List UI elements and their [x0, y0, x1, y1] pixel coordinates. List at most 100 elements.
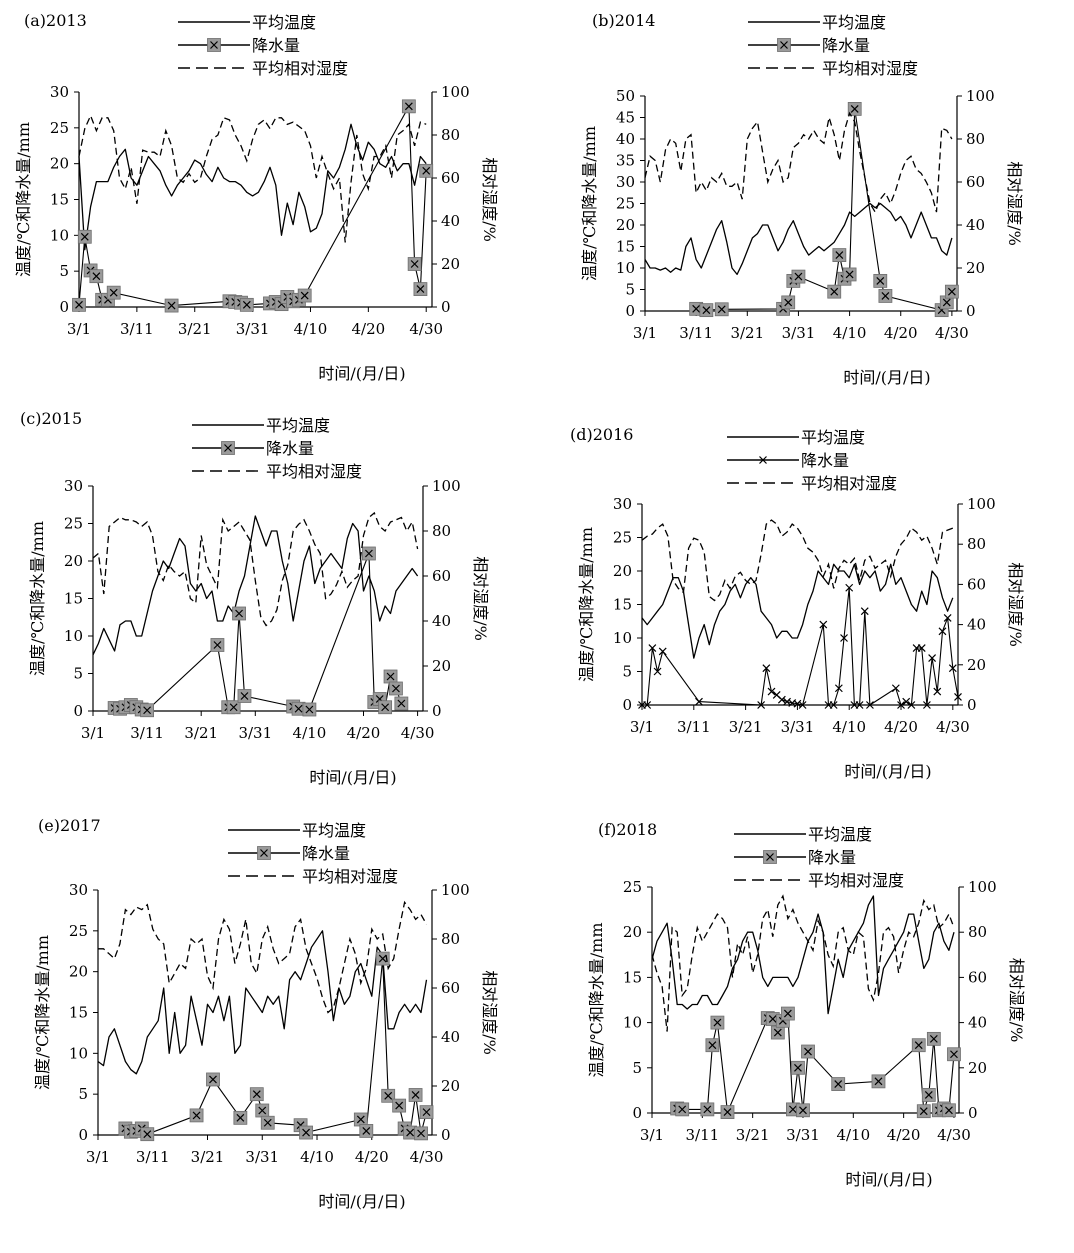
chart-title: (d)2016 — [570, 425, 633, 444]
y-right-tick-label: 40 — [441, 212, 460, 230]
precip-marker-x — [942, 298, 951, 307]
y-left-tick-label: 20 — [69, 963, 88, 981]
precip-marker-x — [406, 1128, 415, 1137]
legend-label-rh: 平均相对湿度 — [808, 871, 904, 890]
series-line-rh — [644, 111, 953, 214]
y-left-tick-label: 10 — [69, 1044, 88, 1062]
precip-marker-x — [919, 1107, 928, 1116]
precip-marker-x — [364, 549, 373, 558]
y-axis-right-label: 相对湿度/% — [1005, 161, 1024, 246]
legend-label-precip: 降水量 — [252, 36, 300, 55]
y-left-tick-label: 25 — [613, 529, 632, 547]
series-line-rh — [98, 900, 428, 1014]
precip-marker-x — [143, 1130, 152, 1139]
x-tick-label: 4/20 — [355, 1148, 389, 1166]
y-left-tick-label: 35 — [616, 152, 635, 170]
y-axis-right-label: 相对湿度/% — [471, 556, 490, 641]
x-tick-label: 3/1 — [67, 320, 91, 338]
x-tick-label: 3/1 — [630, 718, 654, 736]
series-line-temp — [92, 515, 419, 656]
legend-label-temp: 平均温度 — [822, 13, 886, 32]
precip-marker-x — [213, 641, 222, 649]
y-right-tick-label: 40 — [441, 1028, 460, 1046]
precip-marker-x — [794, 272, 803, 281]
y-right-tick-label: 100 — [432, 477, 461, 495]
y-right-tick-label: 20 — [967, 656, 986, 674]
precip-marker-x — [947, 287, 956, 296]
series-line-temp — [97, 930, 428, 1075]
chart-title: (a)2013 — [24, 11, 87, 30]
y-left-tick-label: 0 — [632, 1104, 642, 1122]
x-tick-label: 4/20 — [352, 320, 386, 338]
precip-marker-x — [834, 684, 843, 693]
series-line-temp — [651, 895, 955, 1015]
precip-marker-x — [928, 654, 937, 663]
precip-marker-x — [109, 288, 118, 297]
y-left-tick-label: 0 — [625, 302, 635, 320]
x-tick-label: 3/21 — [178, 320, 212, 338]
y-left-tick-label: 10 — [64, 627, 83, 645]
precip-marker-x — [210, 41, 218, 49]
y-right-tick-label: 0 — [441, 1126, 451, 1144]
x-tick-label: 3/21 — [184, 724, 218, 742]
y-axis-left-label: 温度/℃和降水量/mm — [580, 126, 599, 281]
y-left-tick-label: 10 — [623, 1014, 642, 1032]
precip-marker-x — [235, 609, 243, 618]
series-line-temp — [641, 563, 954, 659]
precip-marker-x — [263, 1118, 272, 1127]
legend-label-temp: 平均温度 — [808, 825, 872, 844]
precip-marker-x — [422, 166, 431, 175]
x-tick-label: 4/10 — [300, 1148, 334, 1166]
series-line-rh — [92, 511, 419, 627]
precip-marker-x — [929, 1034, 938, 1043]
y-right-tick-label: 0 — [441, 298, 451, 316]
precip-marker-x — [933, 687, 942, 696]
precip-marker-x — [891, 684, 900, 693]
precip-marker-x — [300, 291, 309, 300]
precip-marker-x — [768, 1015, 777, 1023]
precip-marker-x — [294, 704, 303, 713]
y-right-tick-label: 80 — [968, 923, 987, 941]
precip-marker-x — [395, 1101, 404, 1110]
precip-marker-x — [876, 276, 885, 285]
precip-marker-x — [723, 1108, 732, 1117]
precip-marker-x — [784, 298, 793, 307]
y-axis-right-label: 相对湿度/% — [1007, 958, 1026, 1043]
precip-marker-x — [948, 664, 957, 673]
precip-marker-x — [840, 634, 848, 642]
precip-marker-x — [658, 647, 667, 656]
precip-marker-x — [80, 232, 89, 241]
legend-label-rh: 平均相对湿度 — [801, 474, 897, 493]
precip-marker-x — [767, 687, 776, 696]
y-left-tick-label: 15 — [69, 1004, 88, 1022]
legend-label-rh: 平均相对湿度 — [266, 462, 362, 481]
precip-marker-x — [717, 305, 726, 314]
y-left-tick-label: 50 — [616, 87, 635, 105]
y-axis-left-label: 温度/℃和降水量/mm — [577, 527, 596, 682]
y-right-tick-label: 0 — [432, 702, 442, 720]
legend-label-rh: 平均相对湿度 — [822, 59, 918, 78]
y-right-tick-label: 40 — [967, 616, 986, 634]
precip-marker-x — [783, 1009, 792, 1018]
precip-marker-x — [236, 1113, 245, 1122]
y-left-tick-label: 5 — [73, 665, 83, 683]
y-left-tick-label: 25 — [64, 515, 83, 533]
legend-label-temp: 平均温度 — [266, 416, 330, 435]
x-tick-label: 3/21 — [736, 1126, 770, 1144]
precip-marker-x — [695, 697, 703, 706]
precip-marker-x — [392, 684, 400, 693]
y-left-tick-label: 20 — [623, 923, 642, 941]
x-tick-label: 3/11 — [136, 1148, 170, 1166]
precip-marker-x — [410, 260, 419, 268]
x-tick-label: 4/30 — [401, 724, 435, 742]
y-left-tick-label: 20 — [64, 552, 83, 570]
precip-marker-x — [416, 285, 425, 294]
legend-label-temp: 平均温度 — [252, 13, 316, 32]
y-right-tick-label: 20 — [432, 657, 451, 675]
y-left-tick-label: 45 — [616, 109, 635, 127]
y-right-tick-label: 80 — [441, 126, 460, 144]
x-tick-label: 4/30 — [936, 718, 970, 736]
